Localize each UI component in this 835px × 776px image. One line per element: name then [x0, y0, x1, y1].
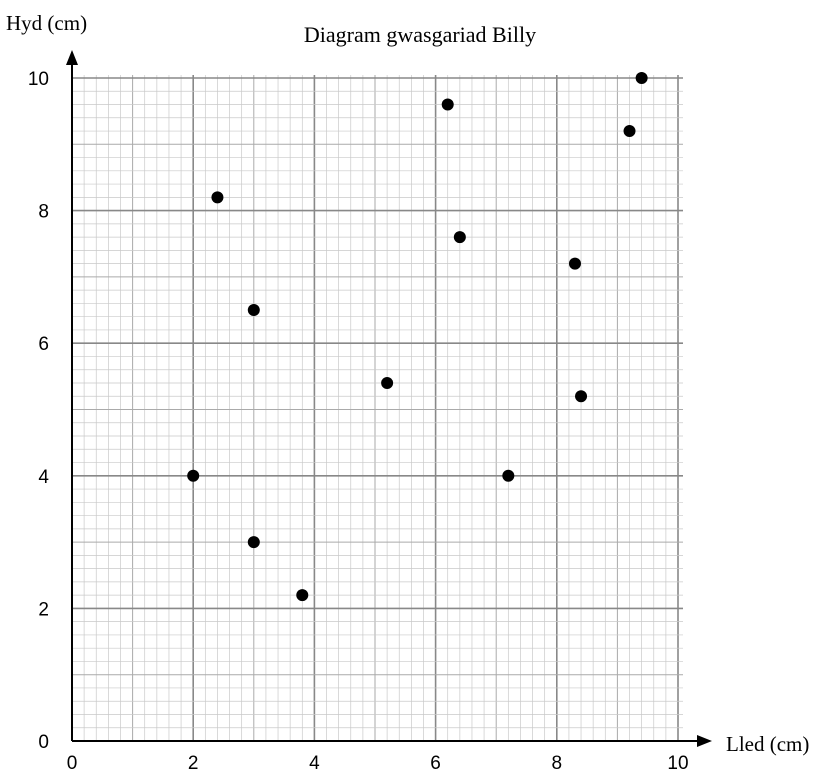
- tick-labels: 0 2 4 6 8 10 0 2 4 6 8 10: [28, 69, 689, 774]
- data-point: [187, 469, 200, 482]
- y-axis-arrow: [66, 50, 78, 65]
- y-tick-label: 6: [38, 334, 49, 355]
- chart-title: Diagram gwasgariad Billy: [304, 22, 536, 47]
- data-point: [453, 231, 466, 244]
- y-tick-label: 8: [38, 202, 49, 223]
- data-point: [247, 536, 260, 549]
- x-axis-arrow: [697, 735, 712, 747]
- data-point: [568, 257, 581, 270]
- y-tick-label: 4: [38, 467, 49, 488]
- x-tick-label: 6: [430, 753, 441, 774]
- x-tick-label: 8: [552, 753, 563, 774]
- data-point: [296, 589, 309, 602]
- data-point: [575, 390, 588, 403]
- data-points: [187, 72, 648, 602]
- y-tick-label: 0: [38, 732, 49, 753]
- y-axis-label: Hyd (cm): [6, 11, 87, 35]
- data-point: [247, 304, 260, 317]
- x-tick-label: 0: [67, 753, 78, 774]
- data-point: [381, 376, 394, 389]
- data-point: [502, 469, 515, 482]
- data-point: [211, 191, 224, 204]
- x-tick-label: 10: [667, 753, 688, 774]
- x-tick-label: 4: [309, 753, 320, 774]
- data-point: [441, 98, 454, 111]
- data-point: [635, 72, 648, 84]
- x-tick-label: 2: [188, 753, 199, 774]
- axes: [66, 50, 712, 747]
- x-axis-label: Lled (cm): [726, 732, 809, 756]
- data-point: [623, 125, 636, 138]
- y-tick-label: 10: [28, 69, 49, 90]
- y-tick-label: 2: [38, 599, 49, 620]
- plot-grid: [71, 75, 683, 742]
